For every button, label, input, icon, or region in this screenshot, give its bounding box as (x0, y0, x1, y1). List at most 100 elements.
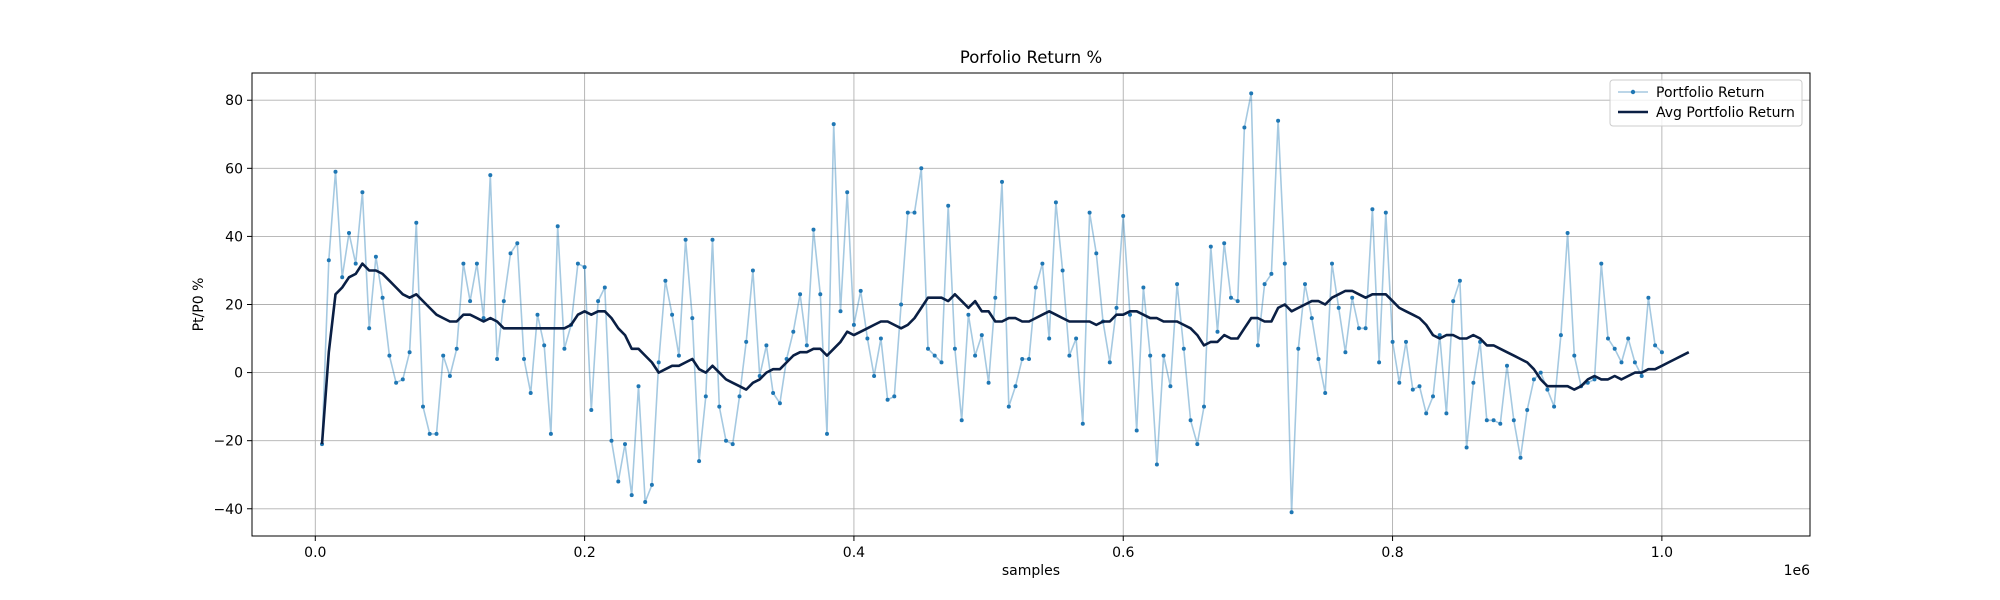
data-point-portfolio-return (340, 275, 345, 280)
data-point-portfolio-return (1181, 346, 1186, 351)
data-point-portfolio-return (1370, 207, 1375, 212)
data-point-portfolio-return (1531, 377, 1536, 382)
data-point-portfolio-return (1303, 282, 1307, 287)
data-point-portfolio-return (1612, 346, 1617, 351)
x-tick-label: 0.0 (304, 545, 326, 561)
data-point-portfolio-return (1545, 387, 1550, 392)
data-point-portfolio-return (1626, 336, 1631, 341)
data-point-portfolio-return (1356, 326, 1361, 331)
data-point-portfolio-return (979, 333, 984, 338)
data-point-portfolio-return (528, 391, 533, 395)
data-point-portfolio-return (515, 241, 520, 246)
data-point-portfolio-return (474, 261, 479, 266)
data-point-portfolio-return (1202, 404, 1206, 409)
data-point-portfolio-return (959, 418, 964, 423)
data-point-portfolio-return (1107, 360, 1112, 365)
data-point-portfolio-return (353, 261, 358, 266)
data-point-portfolio-return (1404, 339, 1408, 344)
data-point-portfolio-return (1451, 299, 1456, 304)
data-point-portfolio-return (454, 346, 459, 351)
legend-label-avg-portfolio-return: Avg Portfolio Return (1656, 105, 1795, 121)
y-axis-label: Pt/P0 % (191, 278, 207, 332)
data-point-portfolio-return (1330, 261, 1334, 266)
data-point-portfolio-return (387, 353, 392, 358)
legend-label-portfolio-return: Portfolio Return (1656, 85, 1765, 101)
x-tick-label: 0.2 (573, 545, 595, 561)
data-point-portfolio-return (845, 190, 850, 195)
data-point-portfolio-return (1606, 336, 1610, 341)
data-point-portfolio-return (878, 336, 883, 341)
data-point-portfolio-return (1363, 326, 1368, 331)
data-point-portfolio-return (1632, 360, 1637, 365)
data-point-portfolio-return (966, 312, 971, 317)
data-point-portfolio-return (1505, 363, 1509, 368)
data-point-portfolio-return (1518, 455, 1523, 460)
data-point-portfolio-return (1484, 418, 1489, 423)
data-point-portfolio-return (602, 285, 607, 290)
data-point-portfolio-return (1094, 251, 1099, 256)
x-tick-label: 0.4 (843, 545, 865, 561)
data-point-portfolio-return (649, 482, 654, 487)
data-point-portfolio-return (508, 251, 513, 256)
data-point-portfolio-return (683, 237, 688, 242)
data-point-portfolio-return (777, 401, 782, 406)
y-tick-label: −20 (213, 434, 243, 450)
data-point-portfolio-return (656, 360, 661, 365)
data-point-portfolio-return (865, 336, 870, 341)
legend-box (1609, 79, 1803, 127)
data-point-portfolio-return (1141, 285, 1146, 290)
y-tick-label: 60 (225, 161, 243, 177)
data-point-portfolio-return (1552, 404, 1557, 409)
data-point-portfolio-return (1309, 316, 1314, 321)
data-point-portfolio-return (1431, 394, 1435, 399)
data-point-portfolio-return (1572, 353, 1577, 358)
data-point-portfolio-return (1424, 411, 1429, 416)
data-point-portfolio-return (912, 210, 917, 215)
data-point-portfolio-return (1525, 408, 1530, 412)
data-point-portfolio-return (1020, 357, 1025, 361)
data-point-portfolio-return (421, 404, 425, 409)
data-point-portfolio-return (367, 326, 372, 331)
data-point-portfolio-return (744, 339, 749, 344)
data-point-portfolio-return (1316, 357, 1321, 361)
data-point-portfolio-return (326, 258, 331, 263)
data-point-portfolio-return (1457, 278, 1462, 283)
data-point-portfolio-return (447, 374, 452, 378)
data-point-portfolio-return (1558, 333, 1563, 338)
data-point-portfolio-return (333, 169, 338, 174)
data-point-portfolio-return (710, 237, 715, 242)
data-point-portfolio-return (1215, 329, 1220, 334)
y-tick-label: 20 (225, 298, 243, 314)
data-point-portfolio-return (589, 408, 594, 412)
data-point-portfolio-return (1229, 295, 1233, 300)
data-point-portfolio-return (986, 380, 991, 385)
data-point-portfolio-return (1444, 411, 1449, 416)
data-point-portfolio-return (730, 442, 735, 447)
data-point-portfolio-return (831, 122, 836, 127)
data-point-portfolio-return (1343, 350, 1348, 355)
data-point-portfolio-return (623, 442, 627, 447)
data-point-portfolio-return (899, 302, 904, 307)
data-point-portfolio-return (919, 166, 924, 171)
data-point-portfolio-return (1033, 285, 1038, 290)
data-point-portfolio-return (1208, 244, 1213, 249)
data-point-portfolio-return (764, 343, 769, 348)
data-point-portfolio-return (1148, 353, 1153, 358)
data-point-portfolio-return (1646, 295, 1651, 300)
data-point-portfolio-return (717, 404, 722, 409)
data-point-portfolio-return (905, 210, 910, 215)
data-point-portfolio-return (1249, 91, 1254, 96)
data-point-portfolio-return (400, 377, 405, 382)
data-point-portfolio-return (468, 299, 473, 304)
data-point-portfolio-return (838, 309, 843, 314)
data-point-portfolio-return (1538, 370, 1543, 375)
data-point-portfolio-return (670, 312, 675, 317)
data-point-portfolio-return (1255, 343, 1260, 348)
data-point-portfolio-return (825, 431, 829, 436)
legend: Portfolio Return Avg Portfolio Return (1609, 79, 1803, 127)
data-point-portfolio-return (1491, 418, 1496, 423)
data-point-portfolio-return (872, 374, 877, 378)
data-point-portfolio-return (1262, 282, 1267, 287)
data-point-portfolio-return (1134, 428, 1139, 433)
data-point-portfolio-return (926, 346, 930, 351)
